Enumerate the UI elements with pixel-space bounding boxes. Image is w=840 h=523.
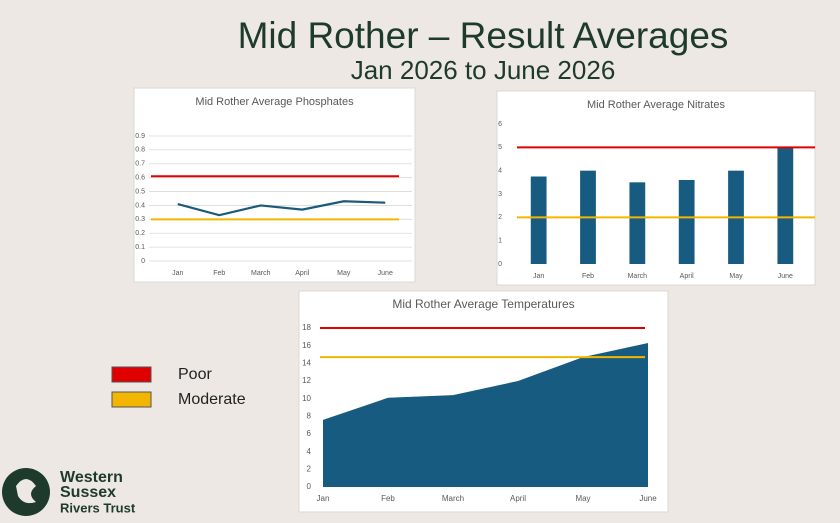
- x-tick-label: March: [251, 270, 271, 277]
- x-tick-label: April: [510, 494, 526, 503]
- y-tick-label: 6: [307, 429, 312, 438]
- y-tick-label: 16: [302, 341, 311, 350]
- y-tick-label: 18: [302, 323, 311, 332]
- y-tick-label: 10: [302, 394, 311, 403]
- y-tick-label: 1: [498, 238, 502, 245]
- y-tick-label: 8: [307, 411, 312, 420]
- bar: [530, 176, 547, 264]
- x-tick-label: May: [337, 270, 351, 277]
- logo-text: Sussex: [60, 484, 116, 501]
- y-tick-label: 3: [498, 191, 502, 198]
- chart: Mid Rother Average Phosphates 0 0.1 0.2 0.3 0…: [133, 87, 416, 283]
- y-tick-label: 2: [307, 464, 312, 473]
- y-tick-label: 0.4: [135, 202, 145, 209]
- y-tick-label: 0: [498, 261, 502, 268]
- x-tick-label: June: [378, 270, 393, 277]
- legend-swatch: [111, 391, 152, 408]
- chart-title: Mid Rother Average Phosphates: [195, 96, 354, 108]
- chart-panel: [133, 87, 416, 283]
- chart: Mid Rother Average Nitrates 0 1 2 3 4 5 6 Jan Feb…: [496, 90, 816, 286]
- y-tick-label: 0.9: [135, 133, 145, 140]
- y-tick-label: 0.5: [135, 188, 145, 195]
- x-tick-label: June: [778, 273, 793, 280]
- x-tick-label: Jan: [533, 273, 544, 280]
- x-tick-label: April: [680, 273, 694, 280]
- x-tick-label: Jan: [317, 494, 330, 503]
- y-tick-label: 12: [302, 376, 311, 385]
- x-tick-label: March: [442, 494, 464, 503]
- y-tick-label: 0.6: [135, 175, 145, 182]
- y-tick-label: 5: [498, 144, 502, 151]
- data-area: [323, 343, 648, 487]
- x-tick-label: March: [628, 273, 648, 280]
- chart-panel: [496, 90, 816, 286]
- chart-title: Mid Rother Average Nitrates: [587, 99, 725, 111]
- bar: [678, 180, 695, 264]
- logo-text: Rivers Trust: [60, 500, 136, 515]
- bar: [777, 147, 794, 264]
- x-tick-label: Feb: [582, 273, 594, 280]
- y-tick-label: 0: [307, 482, 312, 491]
- bar: [629, 182, 646, 264]
- x-tick-label: May: [575, 494, 590, 503]
- y-tick-label: 2: [498, 214, 502, 221]
- y-tick-label: 4: [498, 168, 502, 175]
- chart: Mid Rother Average Temperatures 0 2 4 6 8 10 12…: [298, 290, 669, 513]
- y-tick-label: 14: [302, 358, 311, 367]
- x-tick-label: Jan: [172, 270, 183, 277]
- slide-subtitle: Jan 2026 to June 2026: [351, 55, 616, 85]
- chart-title: Mid Rother Average Temperatures: [392, 297, 574, 311]
- y-tick-label: 0: [141, 258, 145, 265]
- y-tick-label: 6: [498, 121, 502, 128]
- y-tick-label: 0.2: [135, 230, 145, 237]
- legend-label: Poor: [178, 366, 212, 383]
- x-tick-label: April: [295, 270, 309, 277]
- y-tick-label: 0.1: [135, 244, 145, 251]
- legend-label: Moderate: [178, 391, 246, 408]
- slide-title: Mid Rother – Result Averages: [238, 15, 729, 56]
- x-tick-label: Feb: [381, 494, 395, 503]
- legend-swatch: [111, 366, 152, 383]
- logo-text: Western: [60, 469, 123, 486]
- data-line: [177, 200, 386, 217]
- logo: Western Sussex Rivers Trust: [2, 468, 136, 516]
- x-tick-label: Feb: [213, 270, 225, 277]
- y-tick-label: 0.3: [135, 216, 145, 223]
- y-tick-label: 4: [307, 447, 312, 456]
- x-tick-label: May: [729, 273, 743, 280]
- y-tick-label: 0.7: [135, 161, 145, 168]
- logo-swirl: [16, 479, 36, 504]
- y-tick-label: 0.8: [135, 147, 145, 154]
- x-tick-label: June: [639, 494, 657, 503]
